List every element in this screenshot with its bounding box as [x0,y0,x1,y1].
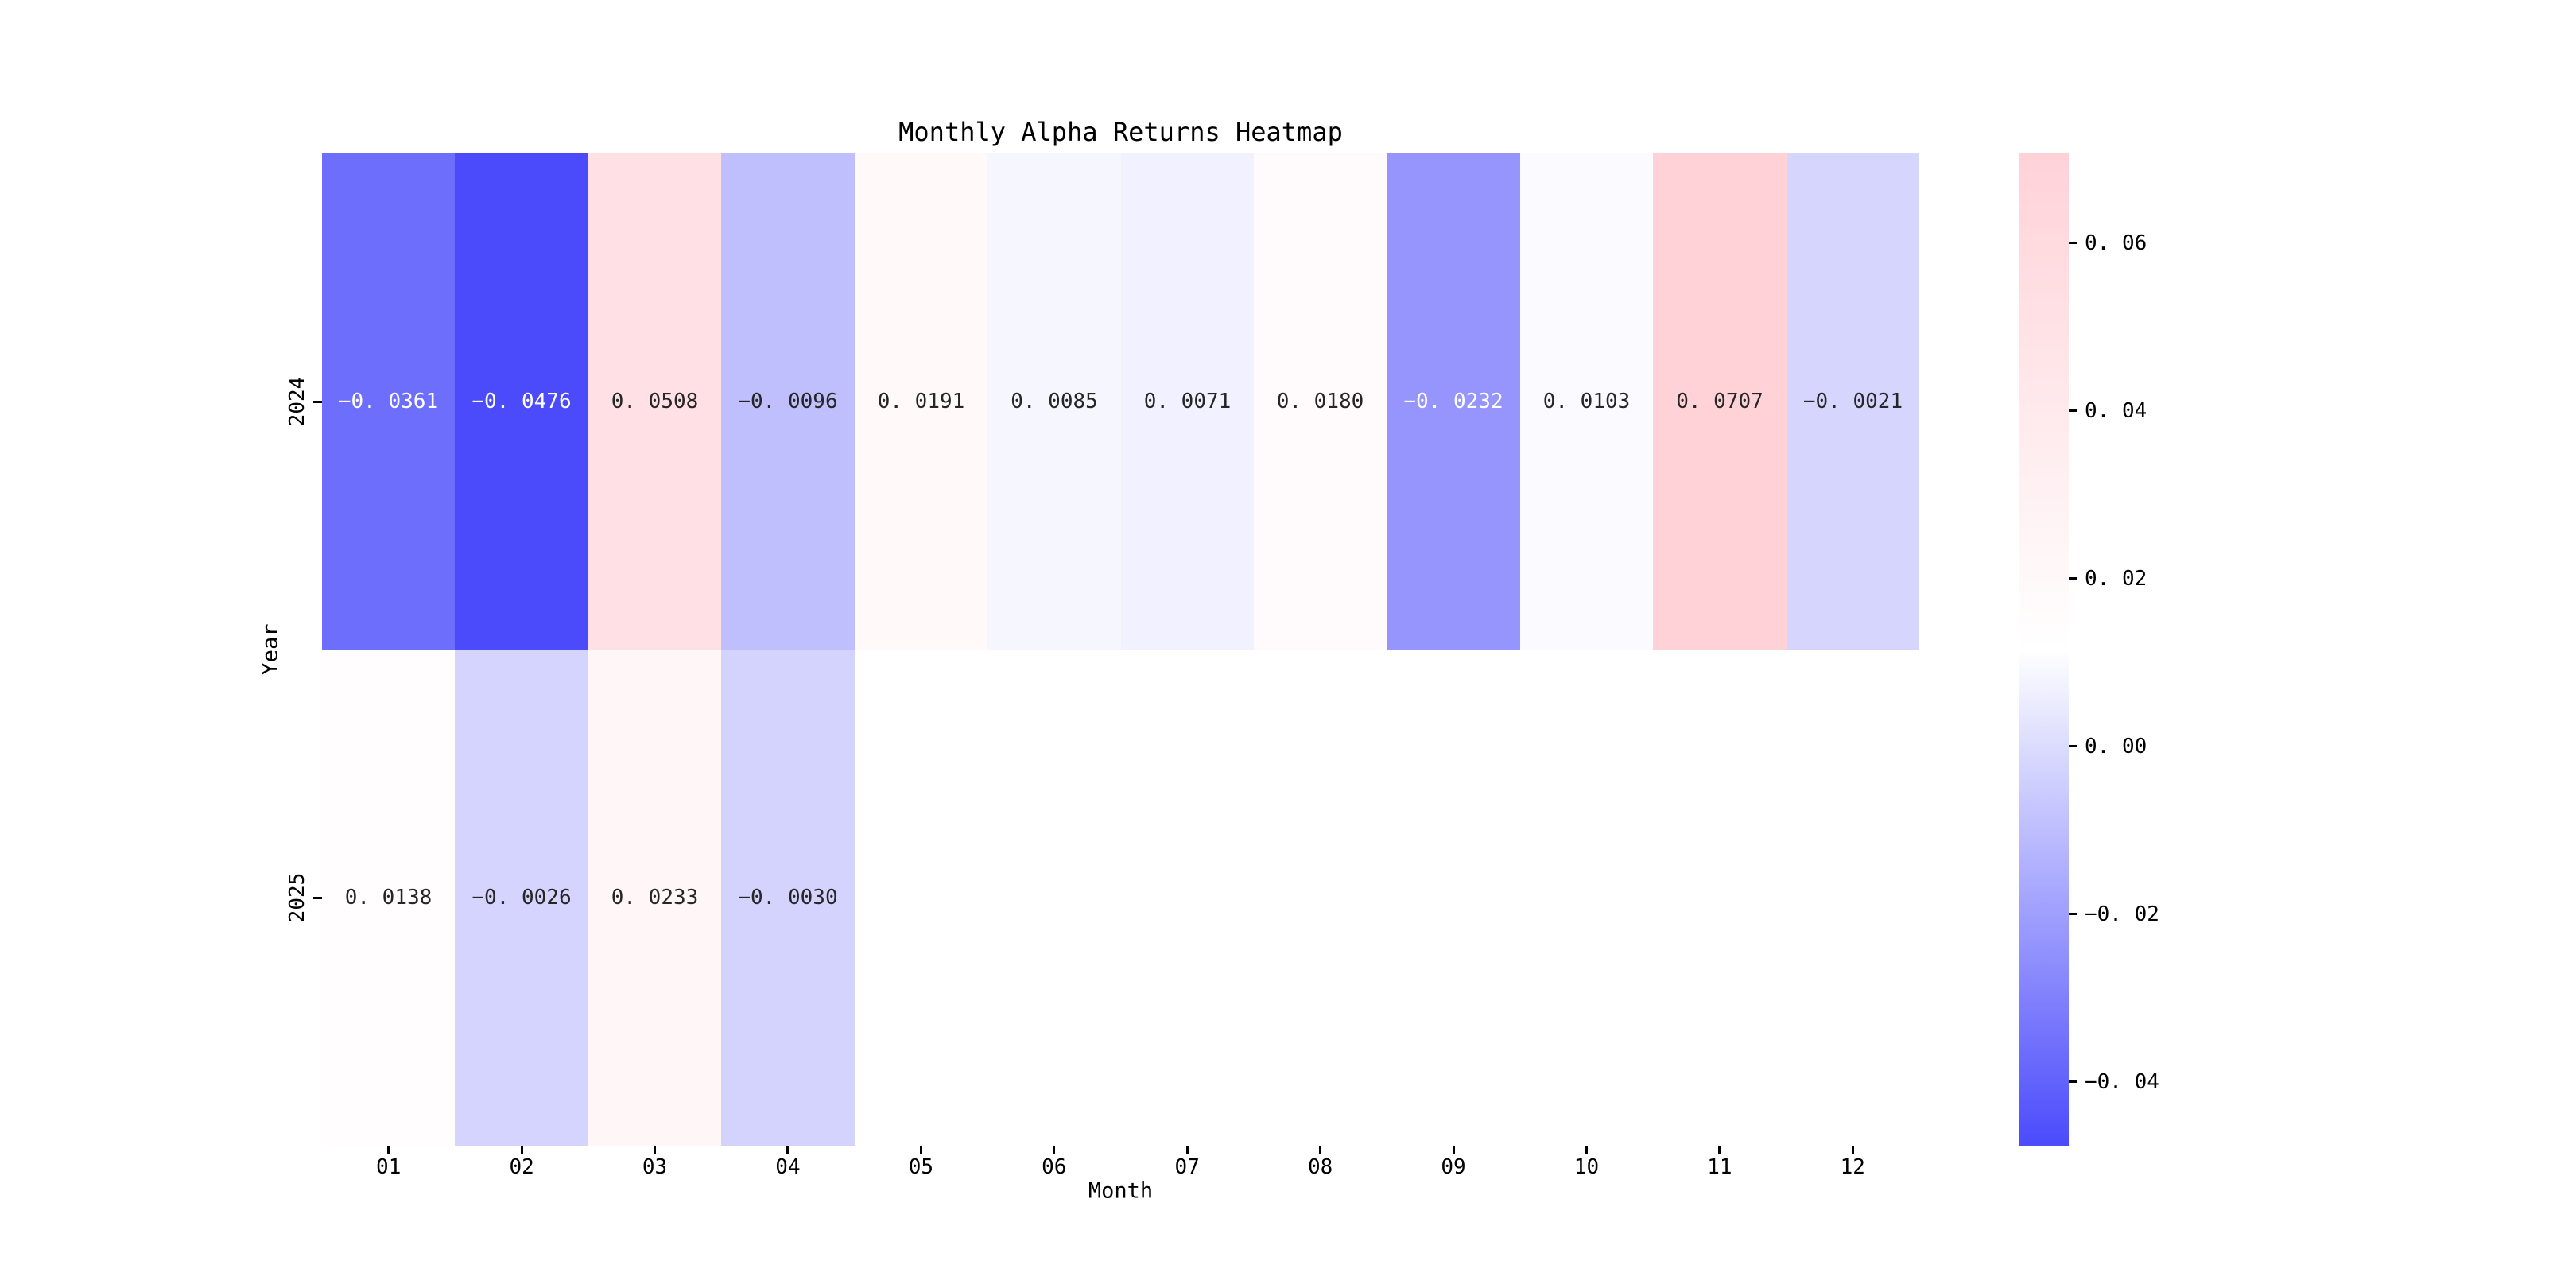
chart-title: Monthly Alpha Returns Heatmap [898,117,1343,147]
x-tick-mark [1718,1146,1721,1154]
cell-value: 0. 0138 [344,886,433,910]
x-tick-label-08: 08 [1307,1155,1333,1179]
cell-value: 0. 0191 [877,390,965,413]
cell-value: −0. 0232 [1403,390,1503,413]
cell-value: −0. 0021 [1802,390,1903,413]
x-tick-mark [520,1146,523,1154]
heatmap-cell-2024-08: 0. 0180 [1254,153,1387,650]
x-tick-label-07: 07 [1174,1155,1200,1179]
heatmap-cell-2025-02: −0. 0026 [455,650,588,1146]
colorbar-tick-mark [2069,409,2077,413]
heatmap-cell-2024-09: −0. 0232 [1387,153,1520,650]
heatmap-cell-2024-04: −0. 0096 [721,153,855,650]
x-axis-label: Month [1088,1178,1154,1204]
heatmap-cell-2024-12: −0. 0021 [1787,153,1919,650]
x-tick-mark [786,1146,789,1154]
cell-value: −0. 0361 [338,390,439,413]
heatmap-cell-2024-07: 0. 0071 [1121,153,1254,650]
colorbar-tick-label: 0. 04 [2085,398,2147,423]
x-tick-mark [654,1146,657,1154]
x-tick-mark [1185,1146,1189,1154]
x-tick-mark [1585,1146,1588,1154]
x-tick-label-03: 03 [642,1155,668,1179]
heatmap-cell-2025-03: 0. 0233 [588,650,721,1146]
colorbar-tick-mark [2069,1080,2077,1084]
cell-value: 0. 0233 [611,886,699,910]
colorbar-tick-label: −0. 04 [2085,1069,2159,1094]
heatmap-cell-2025-04: −0. 0030 [721,650,855,1146]
x-tick-mark [1452,1146,1455,1154]
colorbar-tick-label: 0. 02 [2085,566,2147,591]
heatmap-cell-2025-01: 0. 0138 [322,650,455,1146]
colorbar-tick-mark [2069,745,2077,748]
heatmap-cell-2024-05: 0. 0191 [855,153,987,650]
colorbar-tick-label: 0. 00 [2085,734,2147,758]
cell-value: 0. 0103 [1542,390,1631,413]
cell-value: 0. 0071 [1143,390,1232,413]
heatmap-cell-2024-02: −0. 0476 [455,153,588,650]
y-axis-label: Year [258,623,283,676]
cell-value: −0. 0030 [738,886,838,910]
x-tick-label-04: 04 [775,1155,801,1179]
colorbar-tick-mark [2069,242,2077,245]
y-tick-mark [313,400,322,403]
cell-value: 0. 0085 [1011,390,1098,413]
colorbar-tick-mark [2069,913,2077,916]
x-tick-label-09: 09 [1441,1155,1466,1179]
y-tick-mark [313,896,322,899]
colorbar-tick-mark [2069,577,2077,580]
heatmap-grid: −0. 0361 −0. 0476 0. 0508 −0. 0096 0. 0191 0.… [322,153,1919,1146]
x-tick-label-12: 12 [1840,1155,1865,1179]
x-tick-label-10: 10 [1573,1155,1600,1179]
cell-value: 0. 0180 [1276,390,1364,413]
x-tick-mark [1851,1146,1854,1154]
heatmap-cell-2024-10: 0. 0103 [1520,153,1653,650]
x-tick-mark [387,1146,390,1154]
x-tick-label-11: 11 [1707,1155,1732,1179]
x-tick-mark [1053,1146,1056,1154]
x-tick-label-06: 06 [1042,1155,1067,1179]
cell-value: −0. 0476 [471,390,572,413]
x-tick-mark [919,1146,922,1154]
x-tick-label-02: 02 [509,1155,534,1179]
cell-value: −0. 0096 [738,390,838,413]
colorbar-tick-label: −0. 02 [2085,902,2159,926]
colorbar-gradient [2019,153,2069,1146]
heatmap-cell-2024-01: −0. 0361 [322,153,455,650]
heatmap-cell-2024-06: 0. 0085 [987,153,1121,650]
x-tick-mark [1319,1146,1322,1154]
cell-value: −0. 0026 [471,886,572,910]
cell-value: 0. 0508 [611,390,699,413]
heatmap-cell-2024-03: 0. 0508 [588,153,721,650]
y-tick-label-2025: 2025 [285,872,309,923]
x-tick-label-05: 05 [908,1155,934,1179]
heatmap-cell-2024-11: 0. 0707 [1653,153,1787,650]
x-tick-label-01: 01 [376,1155,402,1179]
cell-value: 0. 0707 [1676,390,1763,413]
y-tick-label-2024: 2024 [285,376,309,427]
colorbar-tick-label: 0. 06 [2085,231,2147,255]
